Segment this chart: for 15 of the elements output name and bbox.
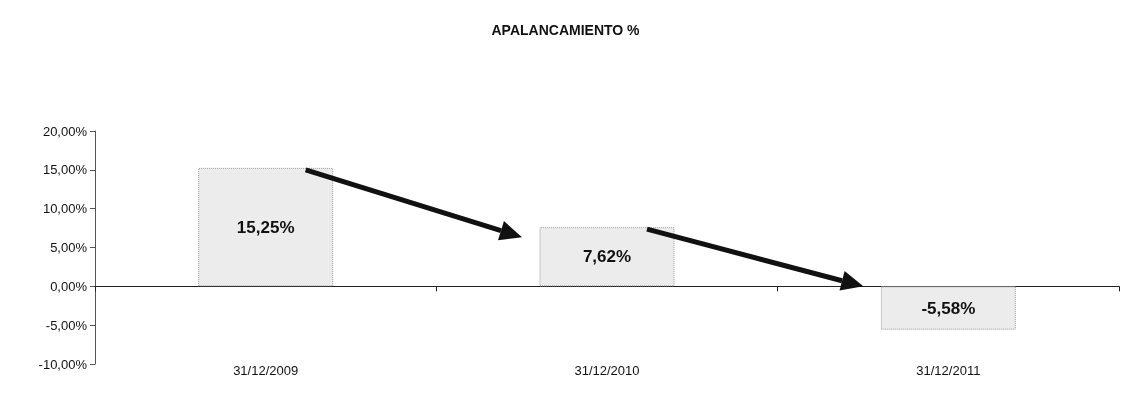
data-label: -5,58% bbox=[921, 298, 976, 318]
x-tick-label: 31/12/2009 bbox=[233, 363, 299, 378]
y-tick-label: 10,00% bbox=[42, 201, 88, 217]
data-label: 15,25% bbox=[236, 217, 295, 237]
y-tick-label: 5,00% bbox=[50, 240, 88, 255]
y-tick-label: 0,00% bbox=[50, 278, 88, 294]
x-tick-label: 31/12/2010 bbox=[574, 363, 640, 378]
data-label: 7,62% bbox=[582, 247, 632, 267]
y-tick-label: -10,00% bbox=[38, 356, 88, 372]
bar bbox=[880, 286, 1016, 330]
x-tick-label: 31/12/2011 bbox=[916, 363, 981, 378]
y-tick-label: -5,00% bbox=[45, 317, 88, 333]
y-tick-label: 15,00% bbox=[42, 162, 88, 178]
y-tick-label: 20,00% bbox=[42, 123, 88, 139]
chart-title: APALANCAMIENTO % bbox=[491, 22, 641, 38]
